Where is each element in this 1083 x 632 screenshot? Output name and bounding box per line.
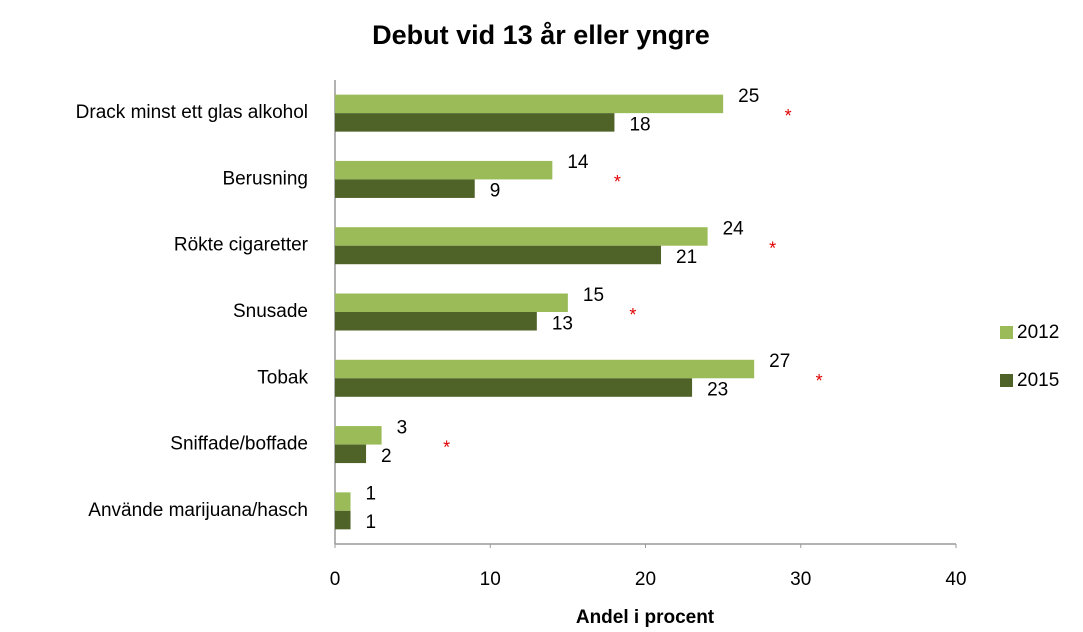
significance-marker: * — [816, 371, 823, 391]
data-label: 15 — [583, 285, 604, 306]
x-tick-label: 20 — [635, 569, 656, 590]
significance-marker: * — [629, 305, 636, 325]
bar — [335, 293, 568, 312]
y-tick-label: Rökte cigaretter — [174, 235, 309, 256]
y-tick-label: Drack minst ett glas alkohol — [76, 102, 308, 123]
data-label: 2 — [381, 446, 392, 467]
x-tick-label: 40 — [945, 569, 966, 590]
data-label: 18 — [629, 114, 650, 135]
bar — [335, 179, 475, 198]
significance-marker: * — [614, 172, 621, 192]
x-axis-label: Andel i procent — [576, 607, 715, 628]
data-label: 25 — [738, 86, 759, 107]
data-label: 13 — [552, 313, 573, 334]
data-label: 3 — [397, 417, 408, 438]
data-label: 14 — [567, 152, 589, 173]
legend-swatch — [1000, 326, 1013, 339]
bar — [335, 378, 693, 397]
data-label: 21 — [676, 247, 697, 268]
bar — [335, 426, 382, 445]
data-label: 1 — [366, 484, 377, 505]
significance-marker: * — [769, 238, 776, 258]
y-tick-label: Snusade — [233, 301, 308, 322]
bar — [335, 510, 351, 530]
legend-label: 2012 — [1017, 322, 1059, 343]
x-tick-label: 30 — [790, 569, 811, 590]
y-tick-label: Tobak — [257, 367, 308, 388]
data-label: 9 — [490, 181, 501, 202]
bar — [335, 359, 755, 379]
y-tick-label: Sniffade/boffade — [170, 434, 308, 455]
significance-marker: * — [785, 106, 792, 126]
legend-swatch — [1000, 374, 1013, 387]
significance-marker: * — [443, 437, 450, 457]
x-tick-label: 10 — [480, 569, 501, 590]
y-tick-label: Berusning — [222, 168, 308, 189]
bar — [335, 113, 615, 132]
bar — [335, 492, 351, 511]
bar — [335, 444, 367, 464]
legend-label: 2015 — [1017, 370, 1059, 391]
data-label: 1 — [366, 512, 377, 533]
x-tick-label: 0 — [330, 569, 341, 590]
chart-title: Debut vid 13 år eller yngre — [372, 20, 710, 50]
bar — [335, 160, 553, 180]
data-label: 27 — [769, 351, 790, 372]
data-label: 24 — [723, 218, 745, 239]
bar — [335, 94, 724, 114]
y-tick-label: Använde marijuana/hasch — [88, 500, 308, 521]
data-label: 23 — [707, 380, 728, 401]
bar — [335, 227, 708, 246]
bar — [335, 312, 537, 331]
bar — [335, 245, 662, 265]
